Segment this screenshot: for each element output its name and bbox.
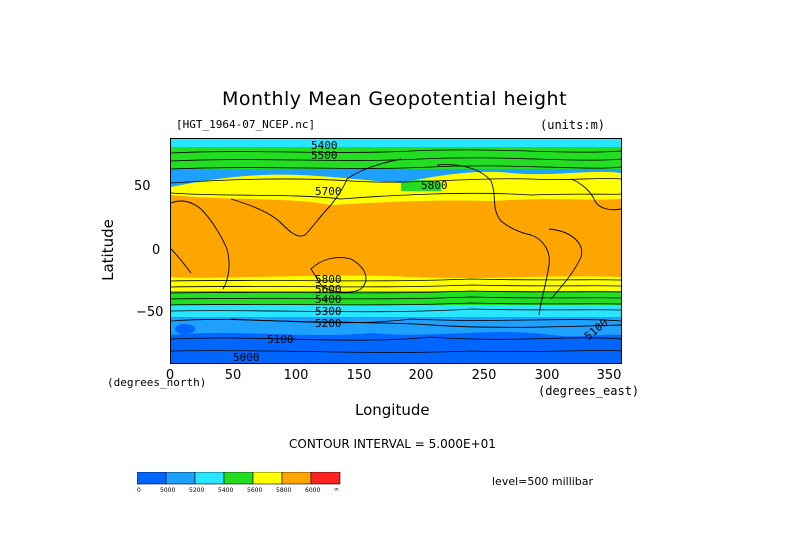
contour-label: 5700 (315, 185, 342, 198)
asia-south-coast (230, 178, 348, 237)
x-tick-300: 300 (534, 368, 560, 383)
contour-label: 5000 (233, 351, 260, 364)
contour-label: 5800 (315, 273, 342, 286)
swatch (194, 471, 225, 485)
south-america-east (548, 228, 583, 300)
contour-label: 5100 (267, 333, 294, 346)
band-5600-gap (401, 180, 441, 191)
colorbar-label: 5000 (160, 487, 176, 494)
north-america-west (436, 164, 532, 236)
swatch (310, 471, 341, 485)
swatch (136, 471, 167, 485)
africa-east-coast (171, 200, 230, 290)
pressure-level: level=500 millibar (492, 475, 594, 488)
contour-plot (171, 139, 621, 363)
south-america-west (530, 234, 550, 316)
australia (310, 257, 367, 293)
colorbar-label: 5800 (276, 487, 292, 494)
colorbar-swatches (136, 471, 341, 485)
band-5400-north (171, 139, 621, 147)
y-tick-neg50: −50 (136, 305, 164, 320)
x-axis-title: Longitude (355, 401, 430, 419)
chart-title: Monthly Mean Geopotential height (221, 88, 568, 110)
colorbar: 0 5000 5200 5400 5600 5800 6000 ∞ (136, 471, 342, 502)
band-6000 (171, 195, 621, 277)
x-tick-50: 50 (224, 368, 242, 383)
x-axis-unit: (degrees_east) (538, 384, 640, 398)
x-tick-0: 0 (165, 368, 175, 383)
coastlines (171, 158, 621, 328)
colorbar-label: 6000 (305, 487, 321, 494)
band-5600-south (171, 291, 621, 305)
contour-label: 5400 (315, 293, 342, 306)
colorbar-label: 5400 (218, 487, 234, 494)
low-pocket (175, 324, 195, 334)
x-tick-100: 100 (283, 368, 309, 383)
swatch (223, 471, 254, 485)
contour-label: 5500 (311, 149, 338, 162)
colorbar-label: 0 (137, 487, 141, 494)
band-5000 (171, 332, 621, 363)
asia-east-coast (346, 158, 402, 180)
y-tick-0: 0 (152, 243, 161, 258)
north-america-east (570, 178, 621, 211)
y-axis-title: Latitude (99, 219, 117, 281)
band-5800-north (171, 171, 621, 205)
swatch (165, 471, 196, 485)
contour-label: 5200 (315, 317, 342, 330)
antarctica-edge (230, 318, 621, 328)
colorbar-label: 5200 (189, 487, 205, 494)
contour-interval: CONTOUR INTERVAL = 5.000E+01 (289, 437, 496, 451)
x-tick-250: 250 (471, 368, 497, 383)
africa-south (171, 248, 192, 274)
colorbar-label: ∞ (334, 486, 339, 493)
x-tick-150: 150 (346, 368, 372, 383)
x-tick-350: 350 (596, 368, 622, 383)
contour-label: 5400 (311, 139, 338, 152)
contour-label: 5600 (315, 283, 342, 296)
dataset-label: [HGT_1964-07_NCEP.nc] (176, 118, 316, 131)
x-tick-200: 200 (408, 368, 434, 383)
swatch (281, 471, 312, 485)
y-tick-50: 50 (134, 179, 151, 194)
geopotential-height-map: 5400 5500 5700 5800 5800 5600 5400 5300 … (170, 138, 622, 364)
y-axis-unit: (degrees_north) (107, 376, 207, 389)
band-5800-south (171, 275, 621, 291)
band-5400-south (171, 305, 621, 317)
swatch (252, 471, 283, 485)
units-label: (units:m) (540, 118, 606, 132)
contour-label: 5800 (421, 179, 448, 192)
contour-label: 5300 (315, 305, 342, 318)
colorbar-label: 5600 (247, 487, 263, 494)
